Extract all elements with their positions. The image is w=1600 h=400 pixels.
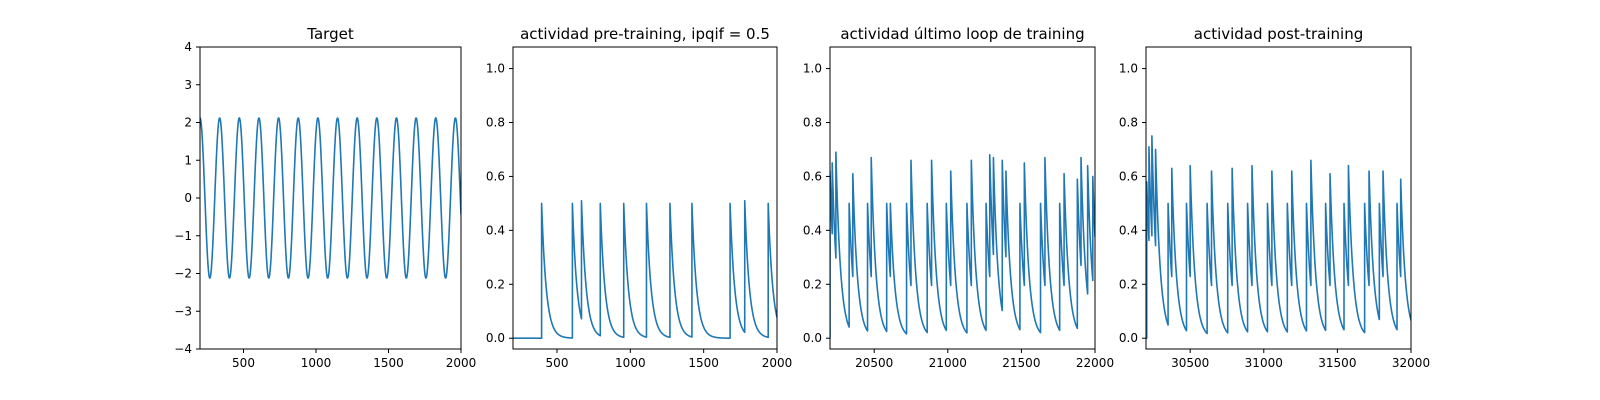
- series-line: [1146, 135, 1411, 340]
- y-tick-label: 1.0: [1119, 62, 1138, 76]
- y-tick-label: 0.6: [1119, 169, 1138, 183]
- y-tick-label: 0.8: [1119, 116, 1138, 130]
- y-tick-label: 0.2: [486, 277, 505, 291]
- x-tick-label: 2000: [446, 356, 477, 370]
- y-tick-label: −2: [174, 267, 192, 281]
- chart-title: actividad pre-training, ipqif = 0.5: [520, 25, 770, 43]
- x-tick-label: 30500: [1171, 356, 1209, 370]
- y-tick-label: 0.8: [803, 116, 822, 130]
- y-tick-label: 0.6: [486, 169, 505, 183]
- chart-panel-3: 20500 21000 21500 22000 0.0 0.2 0.4 0.6 0.8 1.0 ac…: [803, 25, 1114, 370]
- x-tick-label: 32000: [1392, 356, 1430, 370]
- chart-title: actividad post-training: [1194, 25, 1363, 43]
- y-tick-label: 4: [184, 40, 192, 54]
- x-tick-label: 1000: [301, 356, 332, 370]
- chart-title: actividad último loop de training: [840, 25, 1084, 43]
- x-tick-label: 1000: [615, 356, 646, 370]
- y-tick-label: −3: [174, 304, 192, 318]
- y-tick-label: 1.0: [486, 62, 505, 76]
- y-tick-label: 3: [184, 78, 192, 92]
- chart-panel-2: 500 1000 1500 2000 0.0 0.2 0.4 0.6 0.8 1.0 activid…: [486, 25, 792, 370]
- x-tick-label: 20500: [855, 356, 893, 370]
- y-tick-label: 0.0: [486, 331, 505, 345]
- y-tick-label: 0.4: [803, 223, 822, 237]
- y-tick-label: 0.2: [803, 277, 822, 291]
- y-tick-label: 0.6: [803, 169, 822, 183]
- y-tick-label: 0.2: [1119, 277, 1138, 291]
- y-tick-label: −1: [174, 229, 192, 243]
- x-tick-label: 500: [232, 356, 255, 370]
- y-tick-label: 0.0: [1119, 331, 1138, 345]
- axes-frame: [512, 46, 778, 350]
- x-tick-label: 21500: [1002, 356, 1040, 370]
- x-tick-label: 31000: [1245, 356, 1283, 370]
- y-tick-label: 0.4: [486, 223, 505, 237]
- y-tick-label: 1.0: [803, 62, 822, 76]
- x-tick-label: 22000: [1076, 356, 1114, 370]
- chart-panel-1: 500 1000 1500 2000 −4 −3 −2 −1 0 1 2 3 4 Target: [174, 25, 476, 370]
- y-tick-label: 0.0: [803, 331, 822, 345]
- axes-frame: [829, 46, 1096, 350]
- x-tick-label: 1500: [688, 356, 719, 370]
- y-tick-label: 0: [184, 191, 192, 205]
- y-tick-label: 0.4: [1119, 223, 1138, 237]
- y-tick-label: 1: [184, 153, 192, 167]
- x-tick-label: 500: [546, 356, 569, 370]
- series-line: [200, 117, 461, 279]
- x-tick-label: 2000: [762, 356, 793, 370]
- y-tick-label: 2: [184, 116, 192, 130]
- y-tick-label: 0.8: [486, 116, 505, 130]
- series-line: [513, 199, 777, 340]
- chart-title: Target: [306, 25, 354, 43]
- series-line: [830, 151, 1095, 339]
- chart-panel-4: 30500 31000 31500 32000 0.0 0.2 0.4 0.6 0.8 1.0 ac…: [1119, 25, 1430, 370]
- x-tick-label: 31500: [1318, 356, 1356, 370]
- x-tick-label: 21000: [929, 356, 967, 370]
- axes-frame: [1145, 46, 1412, 350]
- x-tick-label: 1500: [373, 356, 404, 370]
- y-tick-label: −4: [174, 342, 192, 356]
